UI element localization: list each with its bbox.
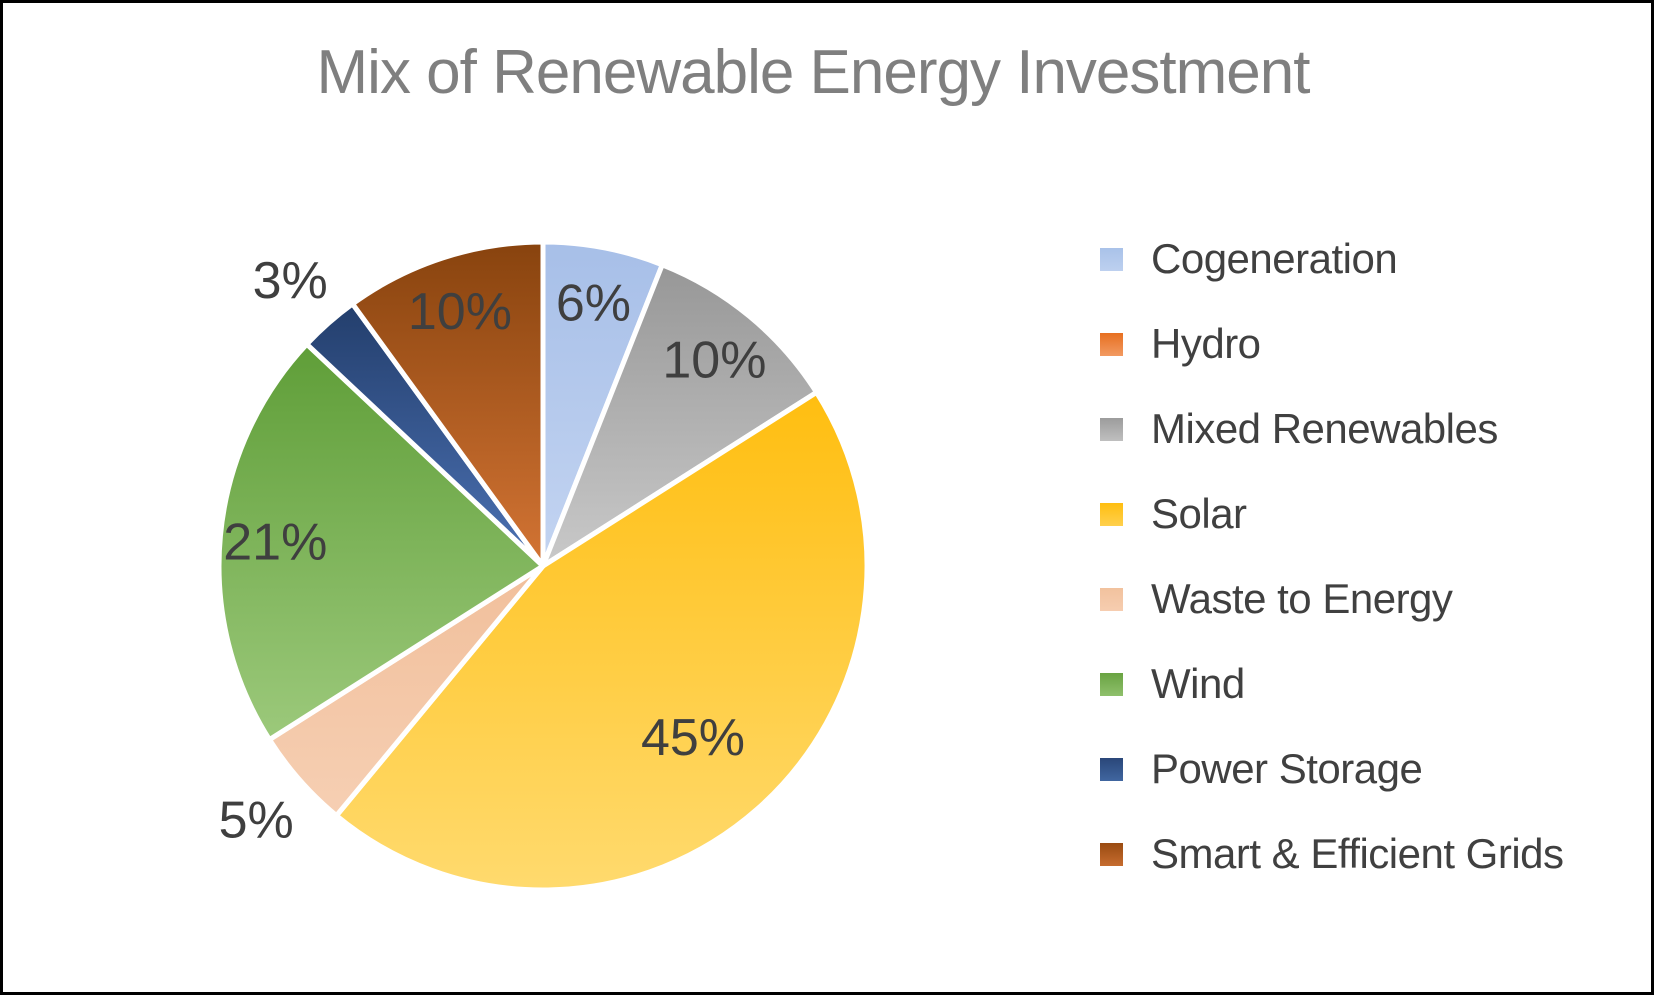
legend-swatch-waste-to-energy [1100, 588, 1123, 611]
legend-swatch-smart-efficient-grids [1100, 843, 1123, 866]
legend-swatch-power-storage [1100, 758, 1123, 781]
chart-title: Mix of Renewable Energy Investment [316, 38, 1311, 107]
pie-slice-wind [216, 341, 546, 743]
pie-slice-label-wind: 21% [223, 513, 327, 571]
legend-item-cogeneration: Cogeneration [1100, 216, 1564, 301]
legend-swatch-cogeneration [1100, 248, 1123, 271]
legend-label-wind: Wind [1151, 659, 1245, 707]
pie-slice-label-solar: 45% [641, 709, 745, 767]
legend-swatch-wind [1100, 673, 1123, 696]
legend-swatch-mixed-renewables [1100, 418, 1123, 441]
pie-slice-label-cogeneration: 6% [556, 275, 631, 333]
pie-slice-solar [333, 389, 870, 893]
pie-slice-label-waste-to-energy: 5% [219, 792, 294, 850]
legend-item-waste-to-energy: Waste to Energy [1100, 556, 1564, 641]
legend-swatch-solar [1100, 503, 1123, 526]
pie-chart: 6% 10% 45% 5% 21% 3% 10% [216, 239, 870, 893]
legend-label-hydro: Hydro [1151, 319, 1261, 367]
legend-item-mixed-renewables: Mixed Renewables [1100, 386, 1564, 471]
legend-label-power-storage: Power Storage [1151, 744, 1423, 792]
legend-item-power-storage: Power Storage [1100, 726, 1564, 811]
pie-slice-smart-efficient-grids [350, 239, 546, 569]
pie-slice-mixed-renewables [540, 262, 820, 569]
legend-label-solar: Solar [1151, 489, 1247, 537]
legend-label-waste-to-energy: Waste to Energy [1151, 574, 1453, 622]
pie-slice-label-power-storage: 3% [253, 252, 328, 310]
legend-item-hydro: Hydro [1100, 301, 1564, 386]
legend-label-cogeneration: Cogeneration [1151, 234, 1398, 282]
legend-item-smart-efficient-grids: Smart & Efficient Grids [1100, 811, 1564, 896]
legend-swatch-hydro [1100, 333, 1123, 356]
legend-item-solar: Solar [1100, 471, 1564, 556]
legend-label-smart-efficient-grids: Smart & Efficient Grids [1151, 829, 1564, 877]
legend-item-wind: Wind [1100, 641, 1564, 726]
legend: Cogeneration Hydro Mixed Renewables Sola… [1100, 216, 1564, 896]
legend-label-mixed-renewables: Mixed Renewables [1151, 404, 1498, 452]
pie-slice-label-mixed-renewables: 10% [662, 332, 766, 390]
pie-slice-label-smart-efficient-grids: 10% [408, 283, 512, 341]
